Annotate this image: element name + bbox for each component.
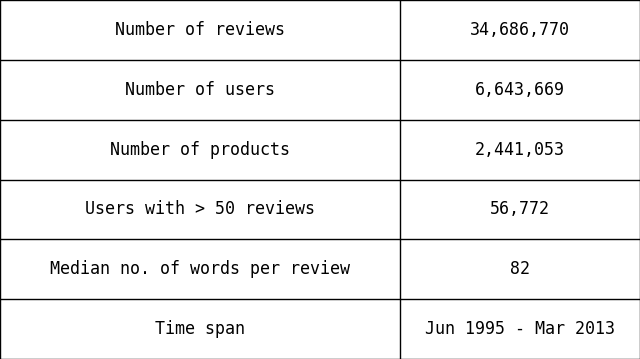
Text: Number of reviews: Number of reviews — [115, 21, 285, 39]
Text: 2,441,053: 2,441,053 — [475, 141, 565, 159]
Text: 82: 82 — [510, 260, 530, 278]
Text: Median no. of words per review: Median no. of words per review — [50, 260, 350, 278]
Text: Time span: Time span — [155, 320, 245, 338]
Text: 56,772: 56,772 — [490, 200, 550, 218]
Text: Jun 1995 - Mar 2013: Jun 1995 - Mar 2013 — [425, 320, 615, 338]
Text: 34,686,770: 34,686,770 — [470, 21, 570, 39]
Text: 6,643,669: 6,643,669 — [475, 81, 565, 99]
Text: Number of users: Number of users — [125, 81, 275, 99]
Text: Number of products: Number of products — [110, 141, 290, 159]
Text: Users with > 50 reviews: Users with > 50 reviews — [85, 200, 315, 218]
